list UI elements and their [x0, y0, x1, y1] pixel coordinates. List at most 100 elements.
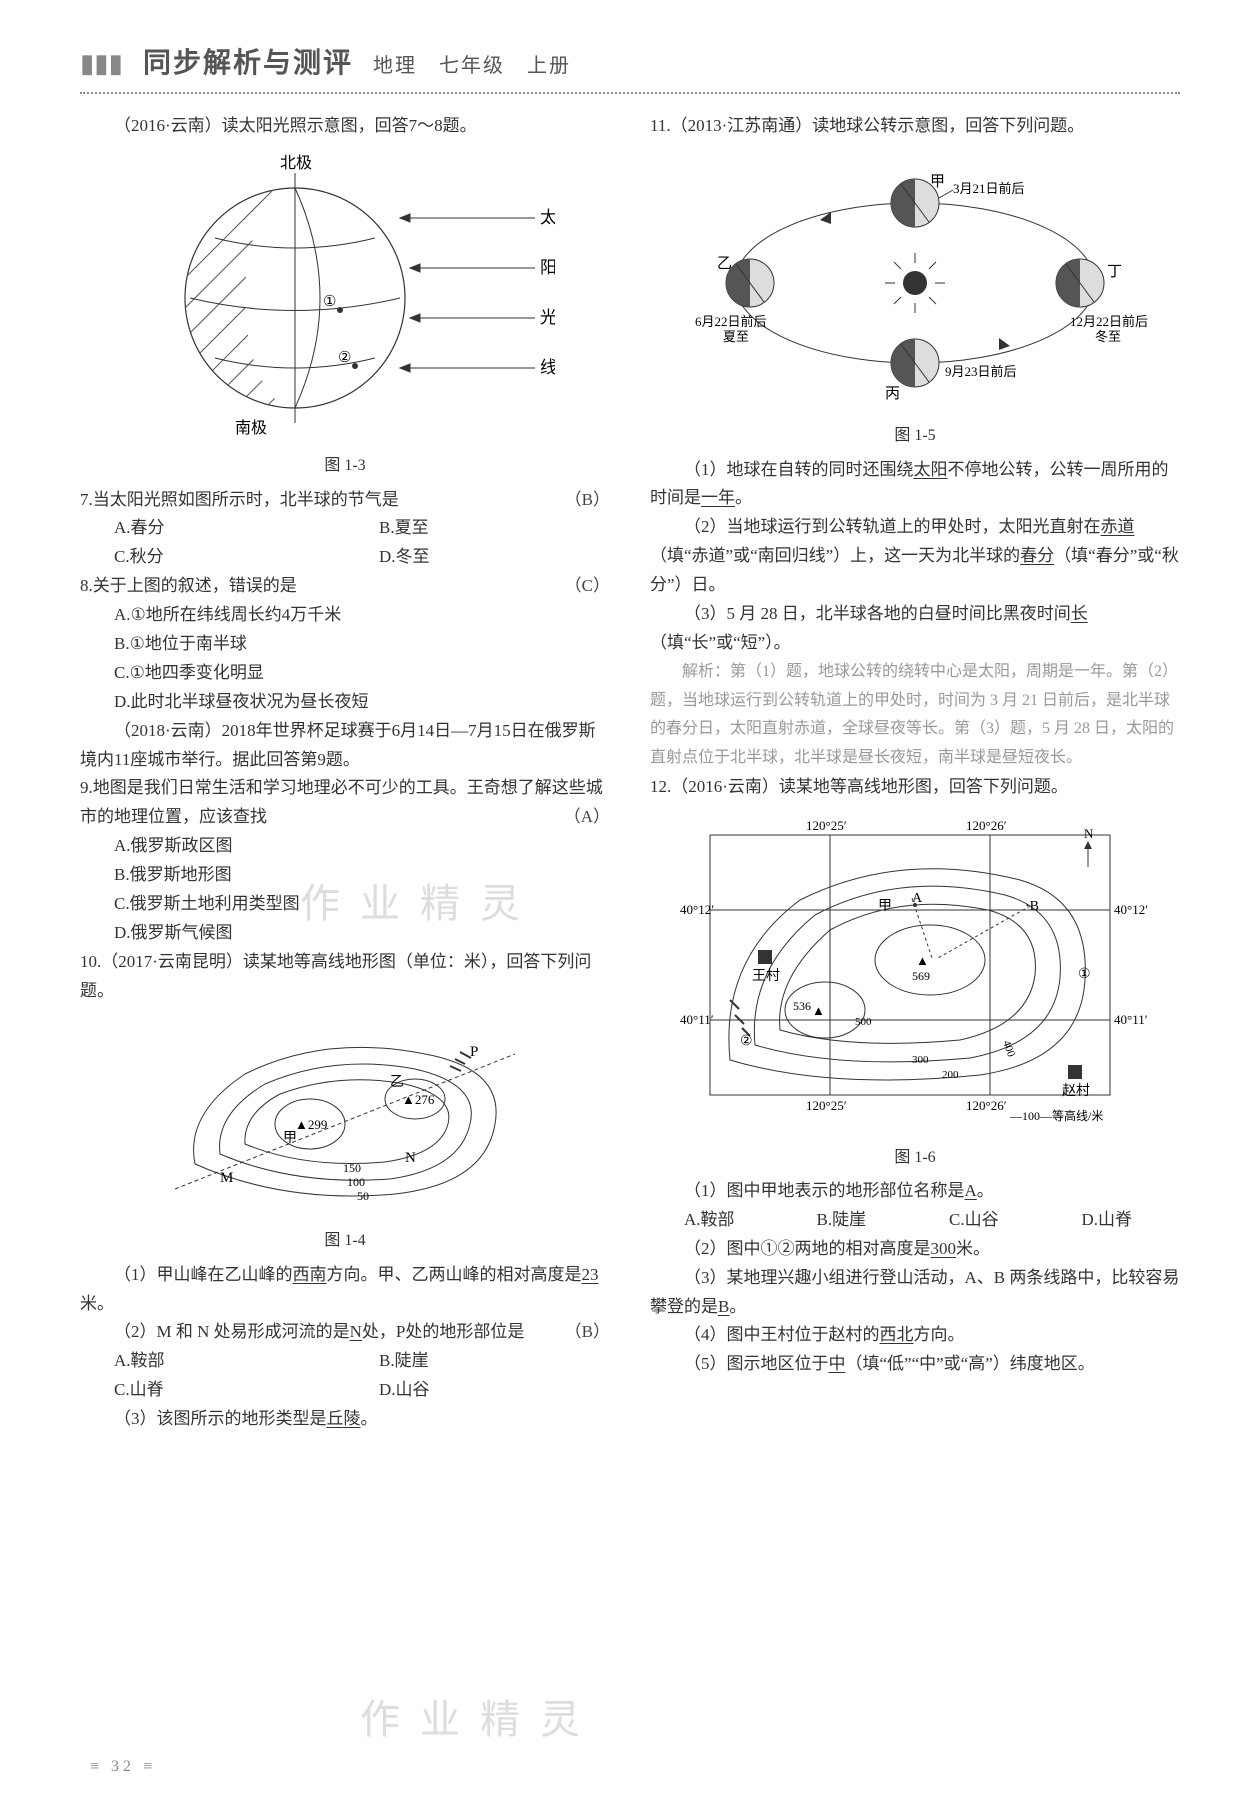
svg-text:·B: ·B — [1025, 899, 1039, 914]
q11-ans2a: 赤道 — [1101, 517, 1135, 536]
q10-part1: （1）甲山峰在乙山峰的西南方向。甲、乙两山峰的相对高度是23米。 — [80, 1261, 610, 1319]
date-1: 3月21日前后 — [953, 181, 1025, 196]
svg-text:P: P — [470, 1044, 478, 1060]
q7-opt-b: B.夏至 — [345, 514, 610, 543]
mark-2: ② — [338, 350, 351, 366]
q10-options2: A.鞍部 B.陡崖 C.山脊 D.山谷 — [80, 1347, 610, 1405]
svg-text:40°11′: 40°11′ — [1114, 1012, 1148, 1027]
q11-ans3: 长 — [1071, 604, 1088, 623]
q9-opt-b: B.俄罗斯地形图 — [80, 861, 610, 890]
q12-ans1: A — [965, 1181, 977, 1200]
q10-ans3: 丘陵 — [327, 1409, 361, 1428]
q11-part2: （2）当地球运行到公转轨道上的甲处时，太阳光直射在赤道 （填“赤道”或“南回归线”… — [650, 513, 1180, 600]
q9-opt-c: C.俄罗斯土地利用类型图 — [80, 890, 610, 919]
svg-text:▲: ▲ — [916, 953, 929, 968]
question-8: 8.关于上图的叙述，错误的是 （C） — [80, 572, 610, 601]
q12-part2: （2）图中①②两地的相对高度是300米。 — [650, 1235, 1180, 1264]
q11-explain: 解析：第（1）题，地球公转的绕转中心是太阳，周期是一年。第（2）题，当地球运行到… — [650, 658, 1180, 773]
q11-ans2b: 春分 — [1020, 546, 1054, 565]
q10-ans2-paren: （B） — [531, 1318, 610, 1347]
label-south: 南极 — [235, 419, 267, 437]
date-4b: 冬至 — [1095, 329, 1121, 344]
figure-1-6-caption: 图 1-6 — [650, 1144, 1180, 1171]
q12-p1b: 。 — [977, 1181, 994, 1200]
q7-opt-a: A.春分 — [80, 514, 345, 543]
q7-options: A.春分 B.夏至 C.秋分 D.冬至 — [80, 514, 610, 572]
q12-ans5: 中 — [829, 1354, 846, 1373]
q7-stem: 7.当太阳光照如图所示时，北半球的节气是 — [80, 486, 399, 515]
q11-part1: （1）地球在自转的同时还围绕太阳不停地公转，公转一周所用的时间是一年。 — [650, 456, 1180, 514]
q10-opt2-c: C.山脊 — [80, 1376, 345, 1405]
q12-part1: （1）图中甲地表示的地形部位名称是A。 — [650, 1177, 1180, 1206]
q8-stem: 8.关于上图的叙述，错误的是 — [80, 572, 297, 601]
svg-text:乙: 乙 — [390, 1074, 404, 1090]
q7-opt-d: D.冬至 — [345, 543, 610, 572]
q11-p2a: （2）当地球运行到公转轨道上的甲处时，太阳光直射在 — [684, 517, 1101, 536]
svg-text:丁: 丁 — [1107, 264, 1122, 280]
ray-label: 线 — [540, 358, 555, 377]
svg-text:300: 300 — [912, 1054, 929, 1066]
svg-text:甲: 甲 — [878, 899, 892, 914]
q11-p1c: 。 — [735, 488, 752, 507]
q10-ans1-h: 23 — [582, 1265, 599, 1284]
q12-p2b: 米。 — [956, 1239, 990, 1258]
svg-text:▲299: ▲299 — [295, 1117, 327, 1132]
date-4: 12月22日前后 — [1070, 314, 1148, 329]
svg-text:40°11′: 40°11′ — [680, 1012, 714, 1027]
q12-p1a: （1）图中甲地表示的地形部位名称是 — [684, 1181, 965, 1200]
q7-opt-c: C.秋分 — [80, 543, 345, 572]
q8-opt-c: C.①地四季变化明显 — [80, 659, 610, 688]
question-12-stem: 12.（2016·云南）读某地等高线地形图，回答下列问题。 — [650, 773, 1180, 802]
svg-text:200: 200 — [942, 1069, 959, 1081]
header-sub: 地理 七年级 上册 — [373, 49, 571, 83]
svg-text:—100—等高线/米: —100—等高线/米 — [1009, 1108, 1103, 1123]
svg-text:甲: 甲 — [930, 174, 945, 190]
page-container: ▮▮▮ 同步解析与测评 地理 七年级 上册 作业精灵 作业精灵 （2016·云南… — [0, 0, 1250, 1804]
q10-opt2-d: D.山谷 — [345, 1376, 610, 1405]
date-3: 9月23日前后 — [945, 364, 1017, 379]
q12-ans2: 300 — [931, 1239, 957, 1258]
svg-text:②: ② — [740, 1034, 753, 1049]
q12-opt1-c: C.山谷 — [915, 1206, 1048, 1235]
svg-text:M: M — [220, 1170, 233, 1186]
svg-text:①: ① — [1078, 967, 1091, 982]
figure-1-3-caption: 图 1-3 — [80, 452, 610, 479]
q12-opt1-d: D.山脊 — [1048, 1206, 1181, 1235]
svg-text:▲: ▲ — [812, 1003, 825, 1018]
svg-text:40°12′: 40°12′ — [1114, 902, 1148, 917]
ray-label: 阳 — [540, 258, 555, 277]
svg-text:乙: 乙 — [717, 256, 732, 272]
q10-part2: （2）M 和 N 处易形成河流的是N处，P处的地形部位是 （B） — [80, 1318, 610, 1347]
q10-ans1-dir: 西南 — [293, 1265, 327, 1284]
watermark: 作业精灵 — [360, 1686, 600, 1754]
left-column: （2016·云南）读太阳光照示意图，回答7～8题。 — [80, 112, 610, 1434]
svg-text:120°26′: 120°26′ — [966, 1098, 1007, 1113]
label-north: 北极 — [280, 154, 312, 172]
svg-text:50: 50 — [357, 1189, 369, 1203]
q12-opt1-b: B.陡崖 — [783, 1206, 916, 1235]
figure-1-5: 甲 乙 丙 丁 — [650, 148, 1180, 418]
q10-ans2-letter: N — [350, 1322, 362, 1341]
q11-p2b: （填“赤道”或“南回归线”）上，这一天为北半球的 — [650, 546, 1020, 565]
q8-answer: （C） — [565, 572, 610, 601]
q7-answer: （B） — [565, 486, 610, 515]
page-number-value: 32 — [111, 1758, 135, 1775]
svg-text:丙: 丙 — [885, 386, 900, 402]
q12-p4b: 方向。 — [914, 1325, 965, 1344]
q12-part3: （3）某地理兴趣小组进行登山活动，A、B 两条线路中，比较容易攀登的是B。 — [650, 1264, 1180, 1322]
svg-text:569: 569 — [912, 969, 930, 983]
q8-opt-b: B.①地位于南半球 — [80, 630, 610, 659]
question-9: 9.地图是我们日常生活和学习地理必不可少的工具。王奇想了解这些城市的地理位置，应… — [80, 774, 610, 832]
svg-text:▲276: ▲276 — [402, 1092, 435, 1107]
figure-1-3: ① ② 北极 南极 太 阳 光 线 — [80, 148, 610, 448]
svg-text:150: 150 — [343, 1161, 361, 1175]
q10-opt2-b: B.陡崖 — [345, 1347, 610, 1376]
q12-options1: A.鞍部 B.陡崖 C.山谷 D.山脊 — [650, 1206, 1180, 1235]
q10-p1c: 米。 — [80, 1294, 114, 1313]
intro-7-8: （2016·云南）读太阳光照示意图，回答7～8题。 — [80, 112, 610, 141]
q8-opt-a: A.①地所在纬线周长约4万千米 — [80, 601, 610, 630]
ray-label: 太 — [540, 208, 555, 227]
question-10-stem: 10.（2017·云南昆明）读某地等高线地形图（单位：米），回答下列问题。 — [80, 948, 610, 1006]
q12-p5b: （填“低”“中”或“高”）纬度地区。 — [846, 1354, 1095, 1373]
q10-part3: （3）该图所示的地形类型是丘陵。 — [80, 1405, 610, 1434]
